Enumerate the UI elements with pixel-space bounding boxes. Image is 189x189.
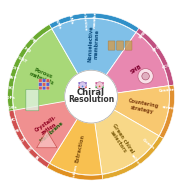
FancyBboxPatch shape: [42, 86, 46, 90]
Circle shape: [65, 70, 118, 123]
Text: Extraction: Extraction: [70, 164, 79, 188]
Wedge shape: [52, 18, 136, 75]
Wedge shape: [95, 110, 159, 174]
Circle shape: [81, 85, 84, 88]
FancyBboxPatch shape: [39, 79, 42, 82]
Circle shape: [96, 82, 103, 89]
Circle shape: [99, 85, 101, 88]
Text: Green chiral
selectors: Green chiral selectors: [106, 123, 135, 158]
FancyBboxPatch shape: [42, 79, 46, 82]
FancyBboxPatch shape: [46, 86, 50, 90]
Wedge shape: [14, 101, 77, 163]
Text: CBR: CBR: [25, 145, 35, 154]
Circle shape: [85, 86, 87, 88]
Wedge shape: [13, 29, 78, 117]
Wedge shape: [15, 103, 81, 169]
Text: Extraction: Extraction: [75, 134, 86, 163]
Text: Countering: Countering: [159, 86, 185, 93]
Text: DR: DR: [34, 154, 42, 162]
Wedge shape: [102, 136, 163, 179]
Polygon shape: [37, 131, 57, 148]
Text: SSMs: SSMs: [67, 12, 74, 25]
Circle shape: [95, 86, 97, 88]
Circle shape: [78, 86, 80, 88]
FancyBboxPatch shape: [26, 89, 39, 111]
Text: PE: PE: [14, 128, 21, 134]
FancyBboxPatch shape: [46, 79, 50, 82]
FancyBboxPatch shape: [108, 41, 115, 50]
Text: membrane: membrane: [93, 3, 98, 29]
Text: Crystalli-
zation: Crystalli- zation: [34, 115, 61, 138]
Text: Chiral: Chiral: [77, 88, 105, 97]
Wedge shape: [49, 13, 139, 32]
Text: MC: MC: [29, 36, 37, 44]
Circle shape: [142, 72, 149, 80]
FancyBboxPatch shape: [39, 83, 42, 86]
FancyBboxPatch shape: [117, 41, 123, 50]
Text: CCC: CCC: [161, 63, 171, 70]
Text: Nonselective
membrane: Nonselective membrane: [87, 26, 100, 62]
Circle shape: [78, 82, 80, 84]
Text: DSMs: DSMs: [52, 16, 61, 30]
Text: SC: SC: [7, 86, 14, 91]
Circle shape: [85, 82, 87, 84]
Text: SMB: SMB: [138, 29, 148, 40]
Text: Countering
strategy: Countering strategy: [127, 98, 159, 115]
Circle shape: [95, 82, 97, 84]
Circle shape: [79, 82, 86, 89]
Text: SFC: SFC: [152, 45, 161, 53]
Circle shape: [102, 86, 104, 88]
Text: Green chiral: Green chiral: [141, 138, 166, 160]
FancyBboxPatch shape: [39, 86, 42, 90]
Wedge shape: [50, 119, 102, 175]
Wedge shape: [10, 117, 62, 174]
Text: Nonselective: Nonselective: [81, 1, 87, 31]
Text: Porous
materials: Porous materials: [28, 66, 57, 87]
Text: HKUST: HKUST: [12, 53, 27, 64]
Wedge shape: [159, 85, 174, 138]
Text: Resolution: Resolution: [68, 95, 114, 104]
Wedge shape: [8, 24, 52, 118]
Text: strategy: strategy: [161, 105, 181, 111]
Text: selectors: selectors: [130, 153, 145, 173]
Circle shape: [138, 69, 153, 84]
Text: PC: PC: [10, 118, 17, 123]
Wedge shape: [106, 33, 169, 93]
Wedge shape: [136, 28, 174, 86]
Wedge shape: [9, 110, 49, 167]
FancyBboxPatch shape: [42, 83, 46, 86]
Wedge shape: [47, 163, 103, 180]
FancyBboxPatch shape: [125, 41, 132, 50]
Wedge shape: [114, 86, 169, 136]
Circle shape: [102, 82, 104, 84]
Text: MOFs: MOFs: [4, 105, 18, 111]
Text: BST: BST: [7, 75, 17, 81]
Text: Membrane: Membrane: [39, 120, 64, 143]
Text: SMB: SMB: [129, 64, 143, 74]
Text: FCHD: FCHD: [19, 44, 32, 54]
Text: COFs: COFs: [4, 96, 16, 100]
Text: CCR: CCR: [18, 137, 28, 145]
FancyBboxPatch shape: [46, 83, 50, 86]
Text: CST: CST: [10, 66, 20, 72]
